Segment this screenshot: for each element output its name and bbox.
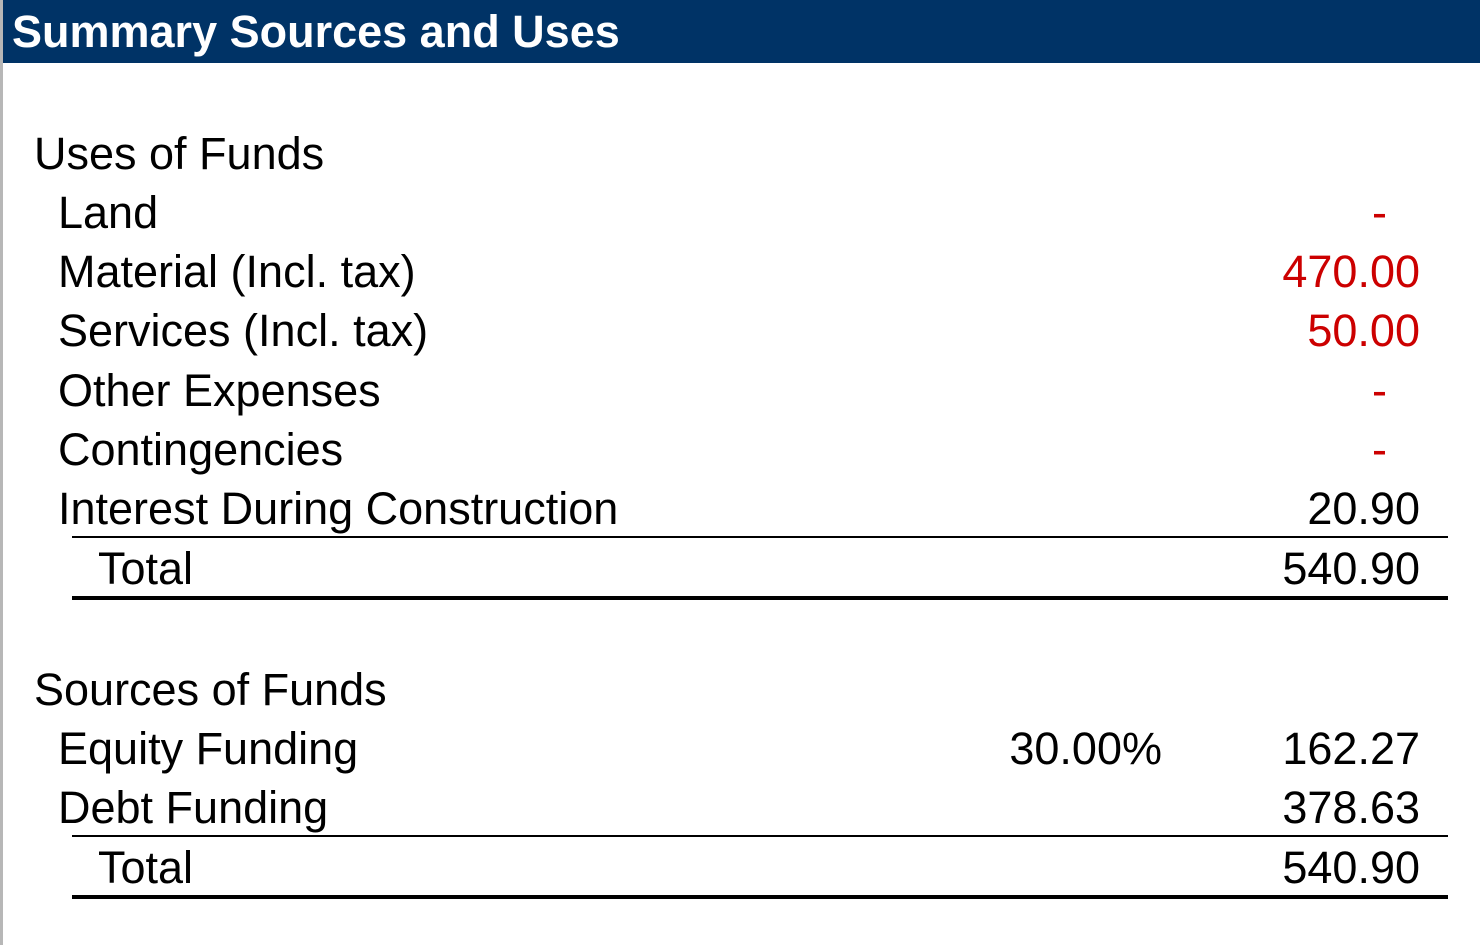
sources-label: Equity Funding <box>58 723 359 774</box>
title-bar: Summary Sources and Uses <box>3 0 1480 63</box>
sources-value: 378.63 <box>1282 782 1420 833</box>
uses-value: 470.00 <box>1282 246 1420 297</box>
sources-row-debt: Debt Funding 378.63 <box>0 780 1480 839</box>
uses-value: 20.90 <box>1307 483 1420 534</box>
uses-total-rule <box>72 596 1448 600</box>
sheet-left-border <box>0 0 3 945</box>
uses-value: - <box>1372 424 1387 475</box>
uses-row-interest: Interest During Construction 20.90 <box>0 481 1480 540</box>
uses-subtotal-rule <box>72 536 1448 538</box>
uses-total-value: 540.90 <box>1282 543 1420 594</box>
uses-label: Other Expenses <box>58 365 381 416</box>
uses-row-material: Material (Incl. tax) 470.00 <box>0 244 1480 303</box>
sources-heading: Sources of Funds <box>34 664 387 715</box>
uses-row-services: Services (Incl. tax) 50.00 <box>0 303 1480 362</box>
uses-label: Material (Incl. tax) <box>58 246 416 297</box>
uses-label: Interest During Construction <box>58 483 619 534</box>
uses-row-land: Land - <box>0 185 1480 244</box>
sources-total-value: 540.90 <box>1282 842 1420 893</box>
uses-row-contingencies: Contingencies - <box>0 422 1480 481</box>
sources-total-label: Total <box>98 842 194 893</box>
sources-label: Debt Funding <box>58 782 329 833</box>
equity-percent: 30.00% <box>1009 723 1162 774</box>
sources-total-rule <box>72 895 1448 899</box>
uses-heading: Uses of Funds <box>34 128 325 179</box>
uses-value: - <box>1372 187 1387 238</box>
uses-value: 50.00 <box>1307 305 1420 356</box>
uses-label: Services (Incl. tax) <box>58 305 429 356</box>
sources-row-equity: Equity Funding 30.00% 162.27 <box>0 721 1480 780</box>
uses-total-label: Total <box>98 543 194 594</box>
uses-label: Land <box>58 187 159 238</box>
page-title: Summary Sources and Uses <box>12 6 620 57</box>
sources-total-row: Total 540.90 <box>0 840 1480 899</box>
uses-label: Contingencies <box>58 424 344 475</box>
uses-row-other-expenses: Other Expenses - <box>0 363 1480 422</box>
sources-subtotal-rule <box>72 835 1448 837</box>
sources-value: 162.27 <box>1282 723 1420 774</box>
uses-value: - <box>1372 365 1387 416</box>
uses-total-row: Total 540.90 <box>0 541 1480 600</box>
